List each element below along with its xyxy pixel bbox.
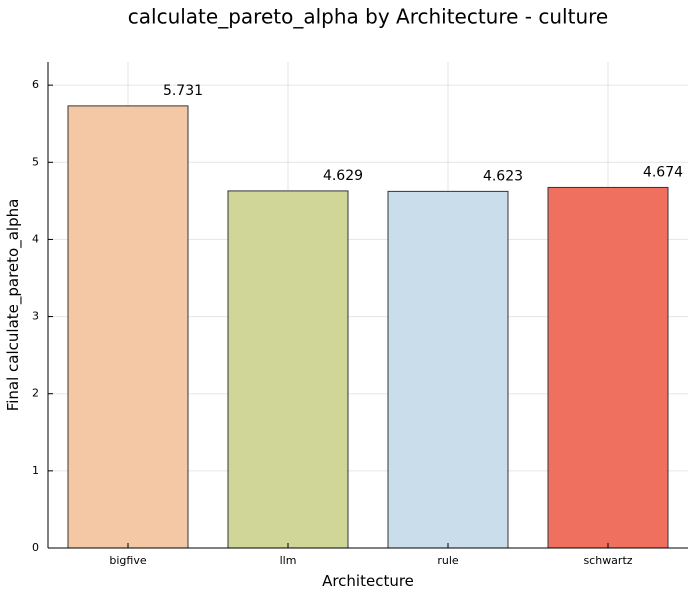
y-tick-label: 1	[32, 464, 39, 477]
bars	[67, 105, 669, 549]
y-tick-label: 4	[32, 232, 39, 245]
data-labels: 5.731 4.629 4.623 4.674	[163, 83, 683, 184]
x-tick-label: schwartz	[583, 554, 632, 567]
data-label-schwartz: 4.674	[643, 164, 683, 180]
x-tick-labels: bigfive llm rule schwartz	[109, 543, 633, 567]
bar-llm	[227, 190, 349, 549]
x-tick-label: bigfive	[109, 554, 146, 567]
bar-bigfive	[67, 105, 189, 549]
x-axis-title: Architecture	[322, 572, 414, 590]
y-tick-label: 6	[32, 78, 39, 91]
x-tick-label: rule	[437, 554, 459, 567]
y-tick-labels: 0 1 2 3 4 5 6	[32, 78, 53, 554]
chart-title: calculate_pareto_alpha by Architecture -…	[128, 5, 608, 29]
y-axis-title: Final calculate_pareto_alpha	[4, 199, 23, 412]
data-label-rule: 4.623	[483, 168, 523, 184]
data-label-llm: 4.629	[323, 168, 363, 184]
y-tick-label: 3	[32, 310, 39, 323]
x-tick-label: llm	[280, 554, 297, 567]
y-tick-label: 5	[32, 155, 39, 168]
y-tick-label: 2	[32, 387, 39, 400]
data-label-bigfive: 5.731	[163, 83, 203, 99]
bar-rule	[387, 190, 509, 549]
bar-schwartz	[547, 186, 669, 549]
y-tick-label: 0	[32, 541, 39, 554]
